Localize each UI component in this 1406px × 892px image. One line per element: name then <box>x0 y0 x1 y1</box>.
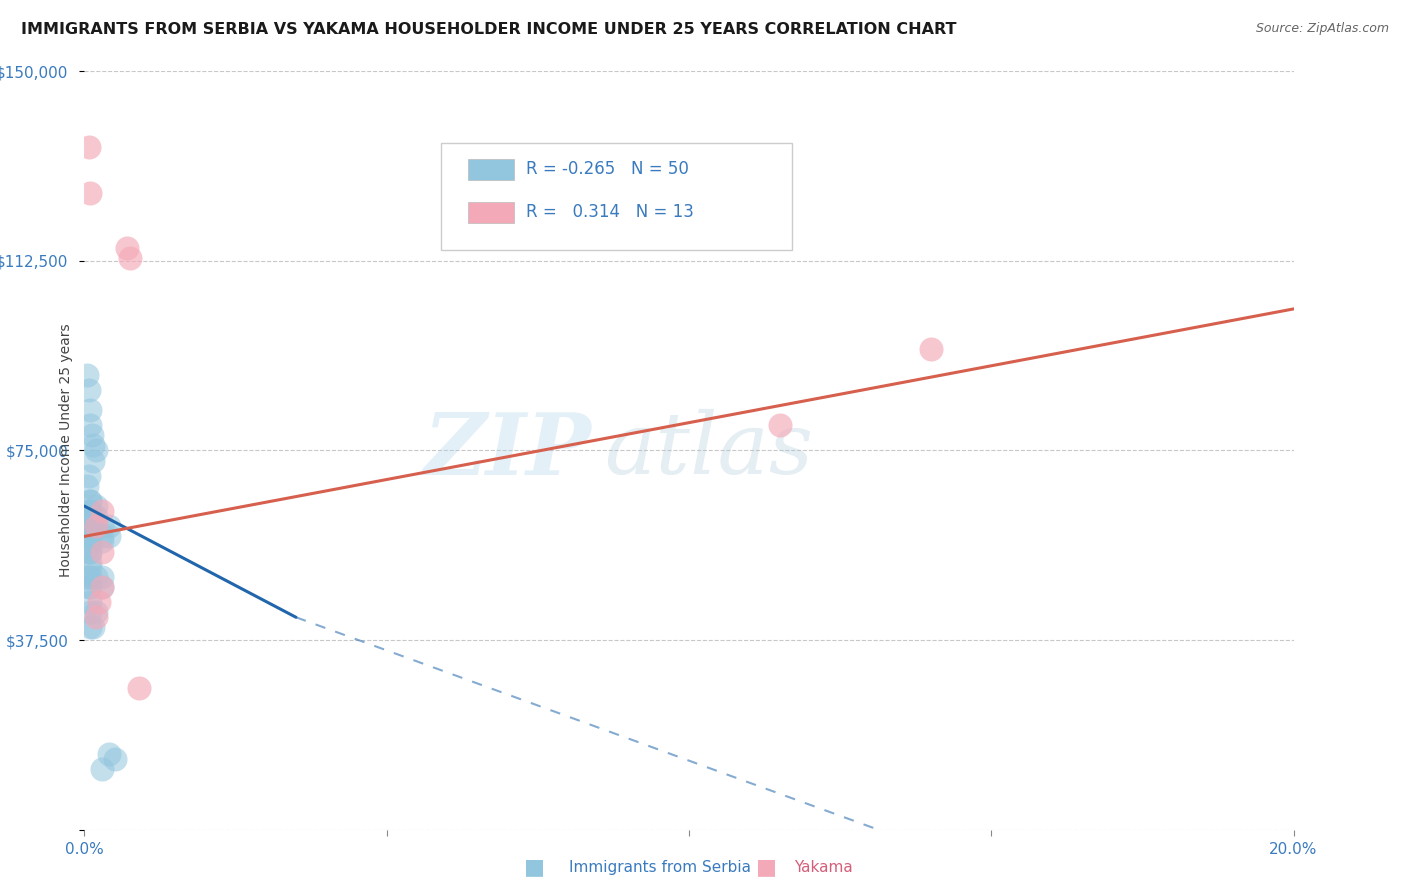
Text: Yakama: Yakama <box>794 860 853 874</box>
Text: atlas: atlas <box>605 409 814 491</box>
Point <box>82 620 104 634</box>
Point <box>86 605 108 619</box>
Point <box>86 610 108 624</box>
FancyBboxPatch shape <box>441 144 792 250</box>
Point <box>79 555 101 569</box>
Point <box>82 519 104 533</box>
Point <box>91 580 114 594</box>
Point <box>82 438 104 452</box>
Point <box>91 534 114 549</box>
Point <box>79 544 101 558</box>
Point <box>79 504 101 518</box>
Point <box>115 241 138 255</box>
Point <box>91 544 114 558</box>
Point <box>91 580 114 594</box>
Y-axis label: Householder Income Under 25 years: Householder Income Under 25 years <box>59 324 73 577</box>
Point <box>86 519 108 533</box>
Point <box>104 752 127 766</box>
Point <box>77 580 100 594</box>
Point <box>97 519 120 533</box>
Point <box>80 428 103 442</box>
Text: Source: ZipAtlas.com: Source: ZipAtlas.com <box>1256 22 1389 36</box>
Point <box>86 519 108 533</box>
Point <box>77 468 100 483</box>
Point <box>79 559 101 574</box>
Point <box>79 418 101 433</box>
Point <box>77 519 100 533</box>
Text: IMMIGRANTS FROM SERBIA VS YAKAMA HOUSEHOLDER INCOME UNDER 25 YEARS CORRELATION C: IMMIGRANTS FROM SERBIA VS YAKAMA HOUSEHO… <box>21 22 956 37</box>
Point <box>79 494 101 508</box>
Point <box>769 418 792 433</box>
Point <box>82 509 104 524</box>
Text: ■: ■ <box>756 857 776 877</box>
Point <box>77 383 100 397</box>
Point <box>79 534 101 549</box>
Point <box>97 529 120 543</box>
Point <box>76 368 98 382</box>
Point <box>79 403 101 417</box>
Point <box>79 529 101 543</box>
Point <box>920 343 942 357</box>
Point <box>91 762 114 776</box>
Point <box>86 509 108 524</box>
Point <box>79 529 101 543</box>
Point <box>79 544 101 558</box>
Point <box>86 443 108 458</box>
Point <box>86 499 108 513</box>
Point <box>79 605 101 619</box>
Point <box>76 479 98 493</box>
Point <box>82 453 104 467</box>
Point <box>91 570 114 584</box>
FancyBboxPatch shape <box>468 159 513 180</box>
Point <box>118 252 141 266</box>
Point <box>79 509 101 524</box>
Text: R = -0.265   N = 50: R = -0.265 N = 50 <box>526 161 689 178</box>
Point <box>97 747 120 761</box>
Text: ■: ■ <box>524 857 544 877</box>
Point <box>76 570 98 584</box>
Point <box>79 504 101 518</box>
Point <box>89 595 111 609</box>
Text: Immigrants from Serbia: Immigrants from Serbia <box>569 860 751 874</box>
Point <box>79 519 101 533</box>
Point <box>91 519 114 533</box>
Point <box>79 494 101 508</box>
Text: ZIP: ZIP <box>425 409 592 492</box>
Point <box>91 529 114 543</box>
Point <box>79 570 101 584</box>
Point <box>91 504 114 518</box>
Text: R =   0.314   N = 13: R = 0.314 N = 13 <box>526 203 693 221</box>
Point <box>128 681 150 695</box>
Point <box>79 595 101 609</box>
Point <box>86 570 108 584</box>
Point <box>79 186 101 200</box>
FancyBboxPatch shape <box>468 202 513 223</box>
Point <box>79 580 101 594</box>
Point <box>77 140 100 154</box>
Point <box>79 620 101 634</box>
Point <box>79 540 101 554</box>
